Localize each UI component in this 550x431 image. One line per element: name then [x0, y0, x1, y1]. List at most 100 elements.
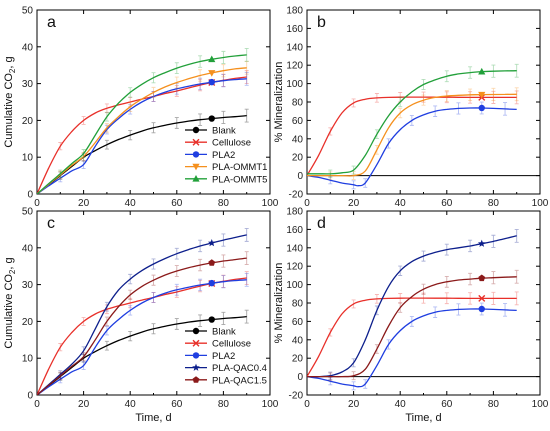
y-axis-label: Cumulative CO2, g: [3, 257, 17, 348]
series-pla-qac1-5: [307, 269, 519, 381]
x-tick-label: 60: [441, 399, 453, 410]
legend-label: PLA-OMMT5: [212, 174, 267, 185]
x-tick-label: 20: [78, 399, 90, 410]
x-tick-label: 100: [532, 198, 549, 209]
y-label-subscript: 2: [8, 68, 17, 73]
y-label-main: Cumulative CO: [3, 73, 15, 148]
series-pla2: [37, 272, 249, 395]
legend-label: Cellulose: [212, 339, 251, 350]
y-axis-label: Cumulative CO2, g: [3, 56, 17, 147]
legend-label: PLA-OMMT1: [212, 162, 267, 173]
y-tick-label: 20: [292, 153, 304, 164]
panel-letter: d: [317, 215, 326, 232]
data-point-marker: [207, 239, 216, 247]
legend-marker: [192, 151, 200, 158]
x-tick-label: 80: [218, 399, 230, 410]
y-tick-label: 60: [292, 317, 304, 328]
x-tick-label: 20: [348, 399, 360, 410]
series-blank: [37, 309, 249, 395]
series-cellulose: [307, 291, 519, 377]
y-tick-label: 60: [292, 116, 304, 127]
data-point-marker: [208, 55, 216, 63]
data-point-marker: [478, 274, 486, 282]
error-bar: [244, 60, 249, 75]
error-bar: [514, 269, 519, 284]
series-pla2: [307, 302, 517, 391]
x-tick-label: 0: [34, 399, 40, 410]
legend-marker: [192, 126, 200, 134]
x-axis-label: Time, d: [405, 412, 441, 424]
y-tick-label: 20: [22, 317, 34, 328]
series-pla-qac0-4: [37, 228, 249, 395]
x-tick-label: 40: [125, 198, 137, 209]
series-pla-ommt5: [307, 63, 519, 178]
panel-d: 0 20 40 60 80 100-20020406080100120140160180d…: [273, 207, 549, 425]
data-point-marker: [208, 70, 216, 77]
legend-label: Cellulose: [212, 138, 251, 149]
y-tick-label: 20: [292, 354, 304, 365]
y-tick-label: -20: [289, 391, 304, 402]
series-pla-qac0-4: [307, 228, 519, 380]
x-tick-label: 0: [304, 198, 310, 209]
y-axis-label: % Mineralization: [273, 62, 285, 143]
series-line: [307, 235, 517, 378]
y-tick-label: 40: [22, 42, 34, 53]
x-tick-label: 20: [348, 198, 360, 209]
y-tick-label: 0: [27, 391, 33, 402]
y-tick-label: 140: [286, 42, 303, 53]
y-tick-label: 160: [286, 24, 303, 35]
legend-marker: [192, 363, 200, 371]
x-tick-label: 0: [34, 198, 40, 209]
series-layer: [37, 228, 249, 395]
legend-label: Blank: [212, 126, 236, 137]
x-tick-label: 40: [395, 198, 407, 209]
x-tick-label: 80: [218, 198, 230, 209]
data-point-marker: [208, 115, 215, 122]
y-tick-label: 40: [292, 134, 304, 145]
x-tick-label: 60: [171, 399, 183, 410]
data-point-marker: [478, 91, 486, 99]
panel-a: 0 20 40 60 80 100 0 10 20 30 40 50 a Cumulative CO2, …: [3, 6, 279, 210]
y-tick-label: 140: [286, 243, 303, 254]
legend-marker: [192, 352, 200, 359]
y-tick-label: 100: [286, 280, 303, 291]
y-tick-label: 30: [22, 280, 34, 291]
legend-label: Blank: [212, 327, 236, 338]
y-label-main: Cumulative CO: [3, 274, 15, 349]
x-tick-label: 40: [125, 399, 137, 410]
y-tick-label: 10: [22, 354, 34, 365]
series-line: [307, 96, 517, 176]
panel-letter: a: [47, 14, 56, 31]
y-tick-label: 40: [292, 335, 304, 346]
legend-marker: [192, 138, 200, 146]
series-pla-qac1-5: [37, 251, 249, 395]
x-axis-label: Time, d: [135, 412, 171, 424]
data-point-marker: [477, 239, 486, 247]
series-pla-ommt5: [37, 47, 249, 194]
legend-marker: [192, 339, 200, 347]
error-bar: [244, 70, 249, 84]
y-axis-label: % Mineralization: [273, 263, 285, 344]
panel-c: 0 20 40 60 80 100 0 10 20 30 40 50 c Cumulative CO2, …: [3, 207, 279, 425]
y-tick-label: 50: [22, 6, 34, 17]
y-tick-label: 50: [22, 207, 34, 218]
panel-letter: b: [317, 14, 326, 31]
x-tick-label: 0: [304, 399, 310, 410]
panel-letter: c: [47, 215, 55, 232]
y-tick-label: 80: [292, 299, 304, 310]
y-tick-label: 120: [286, 61, 303, 72]
x-tick-label: 60: [441, 198, 453, 209]
legend-marker: [192, 163, 200, 171]
data-point-marker: [478, 294, 486, 302]
y-tick-label: 80: [292, 98, 304, 109]
series-pla-ommt1: [307, 87, 519, 181]
data-point-marker: [478, 305, 485, 313]
y-tick-label: 30: [22, 79, 34, 90]
legend-label: PLA-QAC0.4: [212, 363, 267, 374]
x-tick-label: 100: [532, 399, 549, 410]
series-line: [307, 297, 517, 377]
y-label-unit: , g: [3, 56, 15, 68]
legend-label: PLA2: [212, 150, 235, 161]
